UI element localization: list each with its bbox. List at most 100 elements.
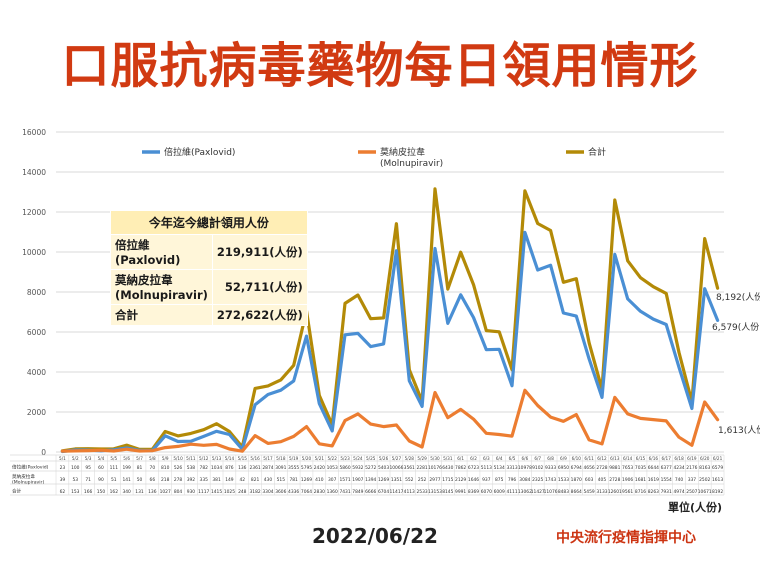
table-cell: 95 [85,465,91,471]
data-point-total [678,351,680,354]
x-tick-label: 6/4 [496,456,503,461]
data-point-molnupiravir [523,389,526,392]
data-point-paxlovid [575,315,578,318]
table-cell: 6070 [481,489,492,495]
table-cell: 8192 [712,489,723,495]
x-tick-label: 5/12 [199,456,209,461]
data-point-total [472,283,475,286]
data-point-molnupiravir [536,404,539,407]
x-tick-label: 5/30 [430,456,440,461]
data-point-total [344,302,346,305]
data-point-total [125,444,128,447]
table-cell: 2830 [314,489,325,495]
table-cell: 3313 [506,465,517,471]
table-cell: 410 [315,477,324,483]
data-point-paxlovid [511,384,513,387]
legend-label: 合計 [588,146,606,158]
table-cell: 7064 [301,489,312,495]
x-tick-label: 6/15 [636,456,646,461]
table-cell: 6644 [648,465,659,471]
table-cell: 603 [585,477,594,483]
x-tick-label: 6/13 [610,456,620,461]
data-point-paxlovid [446,322,449,325]
table-cell: 100 [71,465,80,471]
summary-value: 219,911(人份) [211,234,308,270]
data-point-paxlovid [331,430,334,432]
data-point-molnupiravir [215,443,218,446]
table-cell: 9561 [622,489,633,495]
y-tick-label: 0 [41,448,46,457]
y-tick-label: 2000 [27,408,46,417]
data-point-paxlovid [395,249,398,252]
data-point-molnupiravir [279,440,282,443]
table-cell: 81 [137,465,143,471]
data-point-total [395,222,398,225]
y-tick-label: 10000 [22,248,46,257]
table-cell: 50 [137,477,143,483]
data-point-paxlovid [421,405,424,408]
summary-value: 52,711(人份) [211,269,308,305]
data-point-total [626,259,629,262]
table-cell: 3561 [404,465,415,471]
table-cell: 2728 [596,465,607,471]
x-tick-label: 5/22 [327,456,337,461]
data-point-total [459,251,462,254]
table-cell: 1681 [635,477,646,483]
summary-label: 莫納皮拉韋 (Molnupiravir) [110,269,213,305]
series-line-paxlovid [60,230,720,454]
series-line-total [60,187,720,453]
data-point-paxlovid [639,310,642,313]
data-point-molnupiravir [485,432,488,435]
data-point-paxlovid [523,231,526,234]
table-cell: 7431 [339,489,350,495]
x-tick-label: 6/11 [584,456,594,461]
table-cell: 876 [225,465,234,471]
table-cell: 23 [60,465,66,471]
data-point-molnupiravir [665,420,668,422]
table-cell: 7862 [455,465,466,471]
table-cell: 136 [148,489,157,495]
table-cell: 1571 [339,477,350,483]
data-point-paxlovid [369,345,372,348]
data-point-molnupiravir [125,448,128,451]
table-cell: 1269 [378,477,389,483]
table-cell: 5113 [481,465,492,471]
y-tick-label: 4000 [27,368,46,377]
summary-row: 倍拉維 (Paxlovid) 219,911(人份) [110,234,308,270]
data-point-total [703,237,706,240]
table-cell: 3606 [275,489,286,495]
table-cell: 39 [60,477,66,483]
table-cell: 60 [98,465,104,471]
x-tick-label: 6/2 [470,456,477,461]
data-point-total [189,432,192,435]
data-point-paxlovid [228,433,231,436]
data-point-molnupiravir [498,433,501,436]
data-point-total [562,281,565,284]
data-point-molnupiravir [549,416,552,419]
x-tick-label: 6/19 [687,456,697,461]
data-point-total [267,385,269,387]
data-point-total [382,317,385,319]
table-cell: 821 [251,477,260,483]
x-tick-label: 5/17 [263,456,273,461]
legend-label: 倍拉維(Paxlovid) [164,146,235,158]
table-cell: 2281 [417,465,428,471]
x-tick-label: 5/10 [173,456,183,461]
table-cell: 337 [688,477,697,483]
report-date: 2022/06/22 [312,524,438,548]
table-cell: 149 [225,477,234,483]
data-point-total [575,277,578,280]
table-cell: 2502 [699,477,710,483]
table-cell: 875 [495,477,504,483]
summary-header: 今年迄今總計領用人份 [110,210,308,235]
data-point-molnupiravir [472,418,475,420]
table-cell: 1554 [661,477,672,483]
data-point-molnupiravir [177,445,179,448]
table-cell: 1415 [211,489,222,495]
summary-row: 合計 272,622(人份) [110,304,308,326]
table-cell: 6377 [661,465,672,471]
table-cell: 4974 [673,489,684,495]
data-point-molnupiravir [344,419,346,422]
data-point-paxlovid [588,357,591,360]
table-cell: 4234 [673,465,684,471]
